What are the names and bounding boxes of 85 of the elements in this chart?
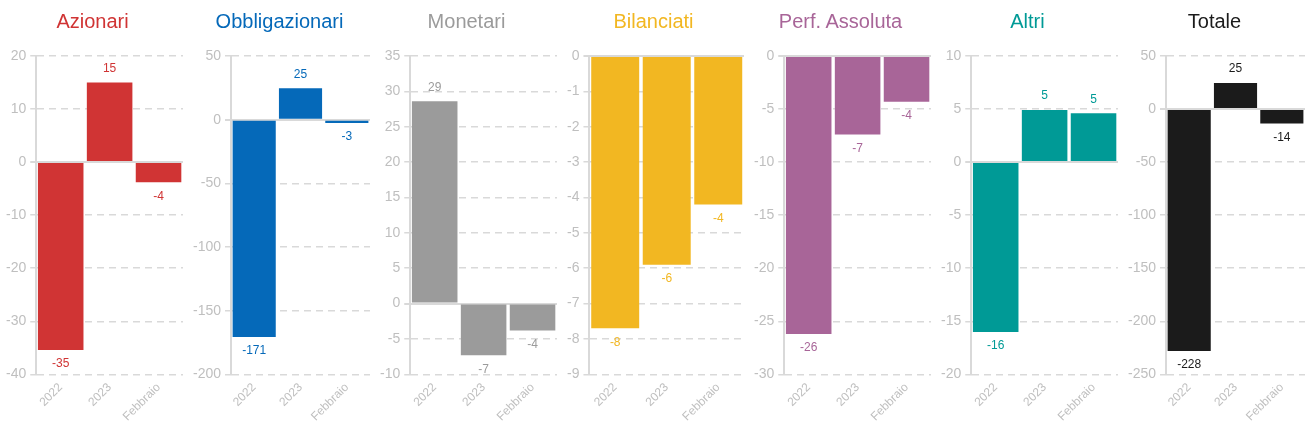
y-tick-label: 0 <box>571 46 580 63</box>
data-label: 25 <box>1228 61 1243 76</box>
y-tick-label: -10 <box>6 206 27 223</box>
chart-title: Perf. Assoluta <box>778 9 904 32</box>
y-tick-label: 50 <box>205 46 222 63</box>
y-tick-label: -50 <box>200 174 222 191</box>
y-tick-label: -100 <box>192 237 222 254</box>
y-tick-label: 10 <box>10 99 27 116</box>
y-tick-label: -30 <box>754 365 775 382</box>
y-tick-label: 0 <box>953 152 962 169</box>
y-tick-label: 0 <box>1148 99 1157 116</box>
data-label: -7 <box>478 361 490 376</box>
y-tick-label: -8 <box>567 329 580 346</box>
y-tick-label: -9 <box>567 365 580 382</box>
y-tick-label: -150 <box>1127 259 1157 276</box>
y-tick-label: 0 <box>392 294 401 311</box>
data-label: 5 <box>1090 91 1098 106</box>
data-label: 15 <box>102 60 117 75</box>
y-tick-label: -25 <box>754 312 775 329</box>
y-tick-label: -1 <box>567 82 580 99</box>
y-tick-label: -100 <box>1127 206 1157 223</box>
y-tick-label: 25 <box>384 117 401 134</box>
y-tick-label: 10 <box>945 46 962 63</box>
bar <box>1070 113 1117 162</box>
y-tick-label: -15 <box>941 312 962 329</box>
y-tick-label: -5 <box>761 99 775 116</box>
data-label: -26 <box>800 340 818 355</box>
y-tick-label: -40 <box>6 365 27 382</box>
data-label: -171 <box>242 343 267 358</box>
y-tick-label: 5 <box>953 99 962 116</box>
data-label: -3 <box>341 129 353 144</box>
y-tick-label: -10 <box>380 365 401 382</box>
y-tick-label: -4 <box>567 188 580 205</box>
data-label: -7 <box>852 140 864 155</box>
y-tick-label: 20 <box>384 152 401 169</box>
data-label: 5 <box>1041 88 1049 103</box>
data-label: 29 <box>428 79 442 94</box>
data-label: -8 <box>609 334 621 349</box>
data-label: -16 <box>987 338 1005 353</box>
chart-title: Altri <box>1010 9 1045 32</box>
y-tick-label: 0 <box>18 152 27 169</box>
y-tick-label: -15 <box>754 206 775 223</box>
y-tick-label: -150 <box>192 301 222 318</box>
y-tick-label: -20 <box>754 259 775 276</box>
y-tick-label: -250 <box>1127 365 1157 382</box>
y-tick-label: -7 <box>567 294 580 311</box>
y-tick-label: -5 <box>387 329 401 346</box>
chart-title: Monetari <box>427 9 506 32</box>
data-label: 25 <box>293 66 308 81</box>
data-label: -4 <box>153 188 165 203</box>
y-tick-label: -10 <box>941 259 962 276</box>
data-label: -4 <box>901 107 913 122</box>
y-tick-label: 5 <box>392 259 401 276</box>
data-label: -6 <box>661 270 673 285</box>
chart-title: Bilanciati <box>613 9 694 32</box>
y-tick-label: -20 <box>6 259 27 276</box>
chart-title: Totale <box>1187 9 1242 32</box>
data-label: -35 <box>52 356 70 371</box>
y-tick-label: -10 <box>754 152 775 169</box>
y-tick-label: 30 <box>384 82 401 99</box>
y-tick-label: -2 <box>567 117 580 134</box>
y-tick-label: 20 <box>10 46 27 63</box>
y-tick-label: -3 <box>567 152 580 169</box>
y-tick-label: 0 <box>213 110 222 127</box>
chart-title: Obbligazionari <box>215 9 344 32</box>
data-label: -14 <box>1273 129 1291 144</box>
data-label: -4 <box>712 210 724 225</box>
y-tick-label: -5 <box>567 223 580 240</box>
data-label: -4 <box>527 336 539 351</box>
y-tick-label: 35 <box>384 46 401 63</box>
y-tick-label: 10 <box>384 223 401 240</box>
y-tick-label: 0 <box>766 46 775 63</box>
y-tick-label: -50 <box>1135 152 1157 169</box>
chart-title: Azionari <box>56 9 129 32</box>
y-tick-label: 15 <box>384 188 401 205</box>
y-tick-label: -200 <box>1127 312 1157 329</box>
data-label: -228 <box>1177 357 1202 372</box>
y-tick-label: -200 <box>192 365 222 382</box>
y-tick-label: -30 <box>6 312 27 329</box>
y-tick-label: 50 <box>1140 46 1157 63</box>
y-tick-label: -6 <box>567 259 580 276</box>
y-tick-label: -5 <box>948 206 962 223</box>
bar <box>972 163 1019 332</box>
bar <box>1021 110 1068 162</box>
y-tick-label: -20 <box>941 365 962 382</box>
